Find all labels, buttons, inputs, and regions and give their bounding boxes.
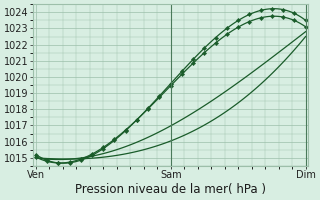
X-axis label: Pression niveau de la mer( hPa ): Pression niveau de la mer( hPa )	[75, 183, 266, 196]
